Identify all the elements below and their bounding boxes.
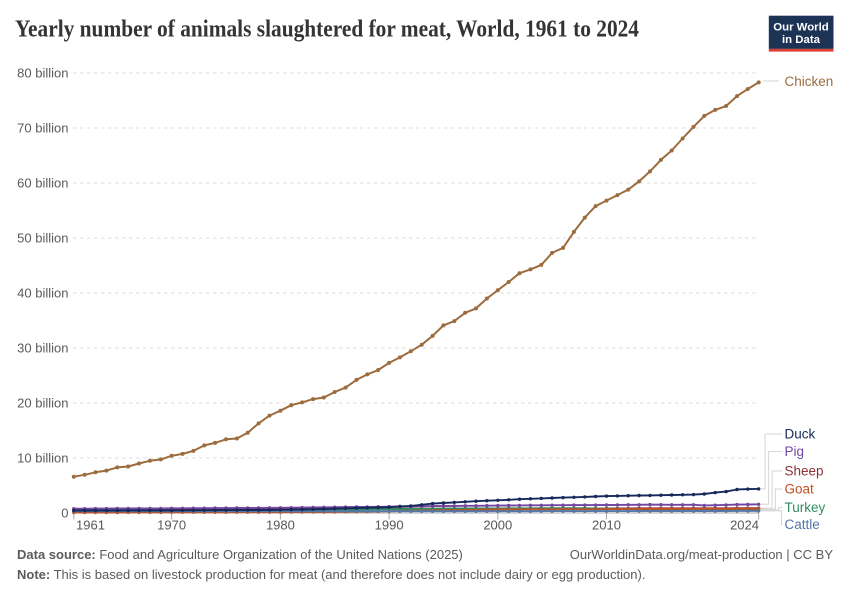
svg-text:80 billion: 80 billion (17, 66, 68, 81)
svg-text:20 billion: 20 billion (17, 396, 68, 411)
svg-text:Chicken: Chicken (785, 74, 834, 89)
svg-text:10 billion: 10 billion (17, 451, 68, 466)
svg-text:60 billion: 60 billion (17, 176, 68, 191)
svg-text:70 billion: 70 billion (17, 121, 68, 136)
svg-text:Sheep: Sheep (785, 464, 824, 479)
svg-text:Our World: Our World (773, 22, 829, 34)
svg-text:30 billion: 30 billion (17, 341, 68, 356)
svg-text:1970: 1970 (157, 518, 186, 533)
svg-text:Goat: Goat (785, 482, 815, 497)
svg-text:in Data: in Data (782, 34, 821, 46)
svg-text:Pig: Pig (785, 444, 805, 459)
svg-text:Turkey: Turkey (785, 500, 826, 515)
svg-text:0: 0 (61, 506, 68, 521)
svg-text:1980: 1980 (266, 518, 295, 533)
svg-text:40 billion: 40 billion (17, 286, 68, 301)
svg-text:1990: 1990 (375, 518, 404, 533)
svg-text:Yearly number of animals slaug: Yearly number of animals slaughtered for… (15, 16, 639, 43)
svg-text:2024: 2024 (730, 518, 759, 533)
svg-text:2010: 2010 (592, 518, 621, 533)
svg-text:50 billion: 50 billion (17, 231, 68, 246)
svg-text:2000: 2000 (483, 518, 512, 533)
svg-text:Duck: Duck (785, 427, 816, 442)
svg-text:Cattle: Cattle (785, 517, 820, 532)
svg-text:1961: 1961 (76, 518, 105, 533)
